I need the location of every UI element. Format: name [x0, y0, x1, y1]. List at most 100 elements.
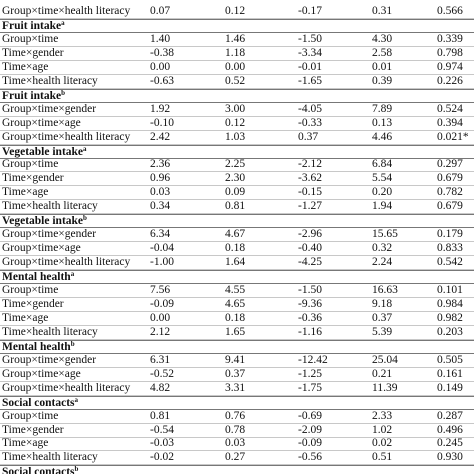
table-row: Time×gender 0.96 2.30 -3.62 5.54 0.679: [0, 172, 474, 187]
cell-value: 0.496: [437, 423, 463, 436]
cell-value: 0.21: [372, 367, 393, 380]
table-row: Time×gender -0.38 1.18 -3.34 2.58 0.798: [0, 47, 474, 61]
cell-value: 0.20: [372, 186, 393, 199]
cell-value: 0.679: [437, 172, 463, 185]
cell-value: 0.982: [437, 311, 463, 324]
section-header: Mental healthb: [0, 339, 474, 354]
cell-value: -1.27: [298, 200, 322, 213]
cell-value: -1.16: [298, 325, 322, 338]
cell-value: -2.12: [298, 158, 322, 171]
cell-value: 1.03: [225, 130, 246, 143]
table-row: Time×gender -0.09 4.65 -9.36 9.18 0.984: [0, 298, 474, 312]
table-row: Time×age 0.00 0.18 -0.36 0.37 0.982: [0, 312, 474, 326]
table-row: Group×time×health literacy 2.42 1.03 0.37 4.…: [0, 131, 474, 145]
row-label: Group×time×age: [2, 116, 81, 129]
table-row: Group×time 1.40 1.46 -1.50 4.30 0.339: [0, 33, 474, 47]
cell-value: 0.566: [437, 5, 463, 17]
section-title: Fruit intakeb: [2, 89, 65, 103]
cell-value: 15.65: [372, 228, 398, 241]
row-label: Time×health literacy: [2, 74, 98, 87]
cell-value: 0.12: [225, 116, 246, 129]
cell-value: 1.92: [150, 102, 171, 115]
cell-value: 0.96: [150, 172, 171, 185]
cell-value: -0.33: [298, 116, 322, 129]
row-label: Time×health literacy: [2, 200, 98, 213]
table-row: Time×health literacy 0.34 0.81 -1.27 1.94 0.6…: [0, 200, 474, 215]
cell-value: 0.287: [437, 409, 463, 422]
cell-value: 6.31: [150, 353, 171, 366]
row-label: Group×time: [2, 409, 59, 422]
section-note: a: [61, 18, 65, 27]
section-note: a: [74, 395, 79, 404]
cell-value: -0.69: [298, 409, 322, 422]
row-label: Time×health literacy: [2, 325, 98, 338]
cell-value: -1.00: [150, 256, 174, 269]
cell-value: 0.679: [437, 200, 463, 213]
section-header: Social contactsa: [0, 395, 474, 410]
cell-value: 0.505: [437, 353, 463, 366]
cell-value: 6.34: [150, 228, 171, 241]
cell-value: 5.54: [372, 172, 393, 185]
cell-value: 0.37: [372, 311, 393, 324]
cell-value: 0.339: [437, 32, 463, 45]
table-row: Time×age 0.03 0.09 -0.15 0.20 0.782: [0, 186, 474, 201]
row-label: Time×gender: [2, 297, 64, 310]
cell-value: 0.542: [437, 256, 463, 269]
section-title: Mental healthb: [2, 340, 75, 354]
cell-value: 2.12: [150, 325, 171, 338]
cell-value: 2.24: [372, 256, 393, 269]
row-label: Group×time×gender: [2, 353, 97, 366]
cell-value: -0.02: [150, 451, 174, 464]
section-title-text: Mental health: [2, 271, 71, 284]
cell-value: 0.52: [225, 74, 246, 87]
row-label: Time×gender: [2, 46, 64, 59]
cell-value: 6.84: [372, 158, 393, 171]
cell-value: 0.101: [437, 284, 463, 296]
cell-value: 2.36: [150, 158, 171, 171]
cell-value: 0.37: [298, 130, 319, 143]
section-header: Social contactsb: [0, 465, 474, 474]
cell-value: 0.13: [372, 116, 393, 129]
cell-value: -0.38: [150, 46, 174, 59]
cell-value: 0.524: [437, 102, 463, 115]
section-title: Fruit intakea: [2, 18, 65, 33]
table-row: Group×time×gender 1.92 3.00 -4.05 7.89 0.524: [0, 103, 474, 117]
cell-value: -0.17: [298, 5, 322, 17]
cell-value: 7.56: [150, 284, 171, 296]
cell-value: 1.64: [225, 256, 246, 269]
row-label: Group×time×age: [2, 242, 81, 255]
section-header: Vegetable intakea: [0, 144, 474, 159]
cell-value: -1.50: [298, 32, 322, 45]
cell-value: 0.78: [225, 423, 246, 436]
row-label: Time×age: [2, 311, 49, 324]
cell-value: 0.394: [437, 116, 463, 129]
cell-value: 0.37: [225, 367, 246, 380]
cell-value: 1.46: [225, 32, 246, 45]
cell-value: 16.63: [372, 284, 398, 296]
table-row: Group×time 7.56 4.55 -1.50 16.63 0.101: [0, 284, 474, 298]
table-row: Group×time×gender 6.34 4.67 -2.96 15.65 0.179: [0, 228, 474, 243]
row-label: Time×age: [2, 437, 49, 450]
section-note: b: [74, 465, 79, 474]
section-title-text: Vegetable intake: [2, 145, 84, 158]
cell-value: 0.01: [372, 60, 393, 73]
table-row: Time×health literacy -0.02 0.27 -0.56 0.51 0.…: [0, 451, 474, 466]
cell-value: 0.984: [437, 297, 463, 310]
cell-value: -2.96: [298, 228, 322, 241]
section-title: Vegetable intakeb: [2, 215, 87, 228]
row-label: Group×time: [2, 284, 59, 296]
table-row: Time×health literacy -0.63 0.52 -1.65 0.39 0.…: [0, 75, 474, 89]
section-header: Fruit intakeb: [0, 88, 474, 103]
section-header: Mental healtha: [0, 270, 474, 285]
cell-value: 2.25: [225, 158, 246, 171]
cell-value: 0.81: [225, 200, 246, 213]
cell-value: -2.09: [298, 423, 322, 436]
row-label: Group×time×gender: [2, 228, 97, 241]
cell-value: 0.226: [437, 74, 463, 87]
section-title-text: Social contacts: [2, 396, 75, 409]
cell-value: 11.39: [372, 381, 398, 394]
cell-value: 1.02: [372, 423, 393, 436]
cell-value: -0.04: [150, 242, 174, 255]
cell-value: -1.75: [298, 381, 322, 394]
